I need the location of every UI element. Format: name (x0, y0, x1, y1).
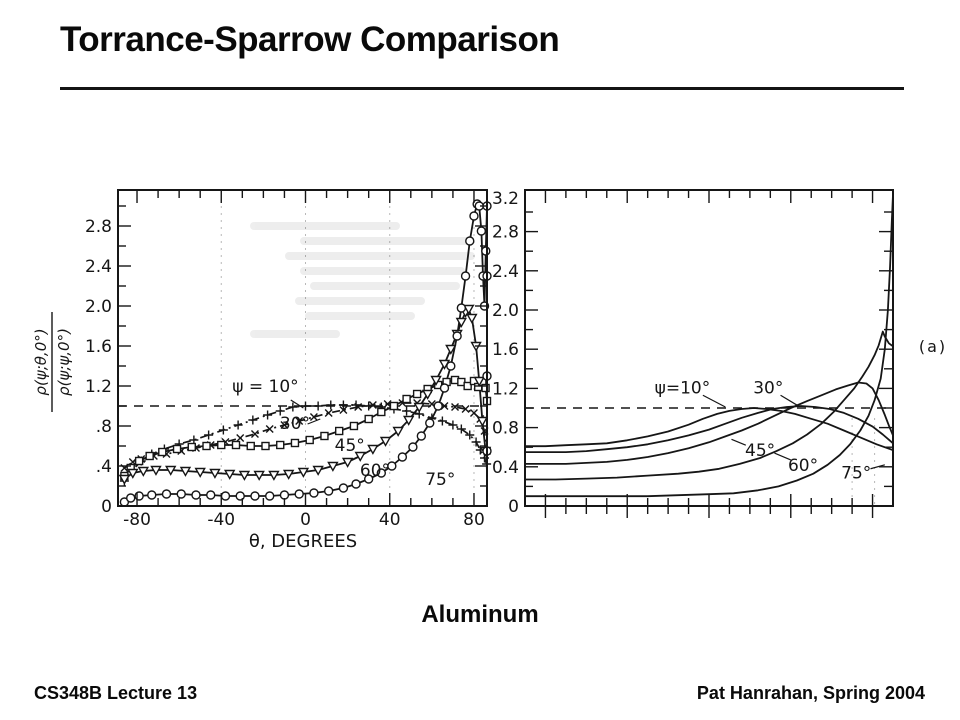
left-markers-psi-60 (118, 304, 492, 485)
svg-text:60°: 60° (788, 456, 818, 476)
svg-text:0.4: 0.4 (492, 458, 519, 478)
svg-text:.8: .8 (96, 417, 112, 437)
svg-text:80: 80 (463, 510, 485, 530)
svg-text:2.8: 2.8 (85, 217, 112, 237)
svg-text:0.8: 0.8 (492, 419, 519, 439)
material-caption: Aluminum (421, 601, 539, 628)
svg-text:0: 0 (300, 510, 311, 530)
svg-text:0: 0 (508, 497, 519, 517)
svg-text:45°: 45° (335, 436, 365, 456)
plot-border (117, 189, 488, 507)
y-axis-label-numerator: ρ(ψ;θ,0°) (32, 328, 50, 395)
svg-text:60°: 60° (360, 461, 390, 481)
right-curve-psi-30 (525, 405, 894, 453)
svg-text:75°: 75° (425, 470, 455, 490)
y-axis-label-denominator: ρ(ψ;ψ,0°) (55, 328, 73, 396)
svg-text:0: 0 (101, 497, 112, 517)
svg-text:2.8: 2.8 (492, 223, 519, 243)
svg-text:-80: -80 (123, 510, 151, 530)
svg-text:45°: 45° (745, 441, 775, 461)
plot-border (524, 189, 894, 507)
svg-text:2.0: 2.0 (492, 301, 519, 321)
right-curve-psi-75 (525, 194, 894, 498)
x-axis-label: θ, DEGREES (249, 531, 357, 552)
y-tick-labels: 2.8 2.4 2.0 1.6 1.2 .8 .4 0 (85, 217, 112, 517)
left-curve-psi-10 (123, 404, 488, 482)
right-curve-psi-10 (525, 407, 894, 451)
svg-text:1.6: 1.6 (492, 340, 519, 360)
axis-ticks (525, 190, 893, 518)
svg-text:1.2: 1.2 (85, 377, 112, 397)
svg-text:-40: -40 (207, 510, 235, 530)
curve-labels: ψ=10° 30° 45° 60° 75° (655, 378, 885, 484)
page-title: Torrance-Sparrow Comparison (60, 20, 560, 59)
footer-author: Pat Hanrahan, Spring 2004 (696, 683, 925, 703)
svg-text:30°: 30° (280, 414, 310, 434)
svg-text:ψ = 10°: ψ = 10° (232, 377, 298, 397)
right-curve-psi-45 (525, 381, 894, 465)
svg-text:.4: .4 (96, 457, 112, 477)
svg-text:ψ=10°: ψ=10° (655, 378, 711, 398)
y-axis-label: ρ(ψ;θ,0°) ρ(ψ;ψ,0°) (32, 312, 73, 412)
curve-labels: ψ = 10° 30° 45° 60° 75° (232, 377, 455, 490)
svg-text:2.4: 2.4 (492, 262, 519, 282)
svg-text:30°: 30° (753, 378, 783, 398)
svg-text:40: 40 (379, 510, 401, 530)
panel-label: (a) (919, 337, 947, 356)
svg-text:2.4: 2.4 (85, 257, 112, 277)
title-underline (60, 87, 904, 90)
right-curve-psi-60 (525, 330, 894, 481)
curves (525, 194, 894, 498)
svg-text:1.2: 1.2 (492, 379, 519, 399)
svg-text:2.0: 2.0 (85, 297, 112, 317)
footer-course: CS348B Lecture 13 (34, 683, 198, 703)
axis-ticks (118, 190, 487, 506)
svg-text:3.2: 3.2 (492, 189, 519, 209)
x-tick-labels: -80 -40 0 40 80 (123, 510, 485, 530)
svg-text:75°: 75° (841, 464, 871, 484)
scan-artifacts (250, 222, 475, 338)
right-chart: 3.2 2.8 2.4 2.0 1.6 1.2 0.8 0.4 0 ψ=10° 30° 45° 60° 7… (492, 189, 947, 518)
y-tick-labels: 3.2 2.8 2.4 2.0 1.6 1.2 0.8 0.4 0 (492, 189, 519, 517)
gridlines (851, 418, 876, 504)
svg-text:1.6: 1.6 (85, 337, 112, 357)
left-chart: 2.8 2.4 2.0 1.6 1.2 .8 .4 0 -80 -40 0 40 80 θ, DEGREE… (32, 189, 492, 552)
